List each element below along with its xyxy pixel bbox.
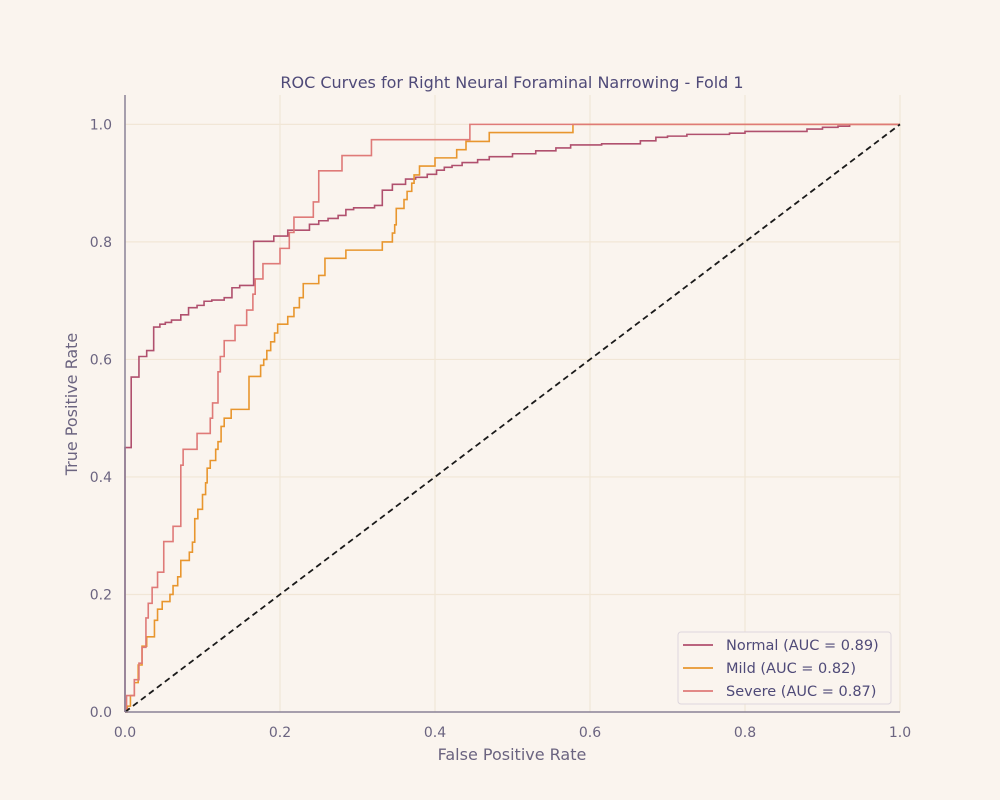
grid (124, 95, 901, 713)
ticks: 0.0 0.2 0.4 0.6 0.8 1.0 0.0 0.2 0.4 0.6 0.8 1.0 (90, 117, 911, 741)
roc-curve-0 (124, 123, 900, 712)
chance-diagonal-line (124, 123, 901, 713)
x-tick-label: 0.8 (734, 725, 756, 741)
y-tick-label: 0.2 (90, 587, 112, 603)
roc-curve-2 (125, 123, 900, 713)
axes (124, 95, 900, 713)
x-axis-title: False Positive Rate (438, 745, 587, 764)
legend-label: Severe (AUC = 0.87) (726, 684, 876, 700)
chart-title: ROC Curves for Right Neural Foraminal Na… (280, 73, 743, 92)
x-tick-label: 0.2 (269, 725, 291, 741)
legend-box (677, 631, 892, 705)
y-tick-label: 1.0 (90, 117, 112, 133)
legend-label: Mild (AUC = 0.82) (726, 661, 856, 677)
y-tick-label: 0.4 (90, 470, 112, 486)
x-tick-label: 0.6 (579, 725, 601, 741)
y-tick-label: 0.0 (90, 705, 112, 721)
y-tick-label: 0.6 (90, 352, 112, 368)
curves (124, 123, 901, 713)
roc-curve-1 (125, 123, 900, 713)
legend-label: Normal (AUC = 0.89) (726, 638, 879, 654)
x-tick-label: 0.4 (424, 725, 446, 741)
y-axis-title: True Positive Rate (62, 333, 81, 477)
y-tick-label: 0.8 (90, 235, 112, 251)
x-tick-label: 1.0 (889, 725, 911, 741)
x-tick-label: 0.0 (114, 725, 136, 741)
legend: Normal (AUC = 0.89) Mild (AUC = 0.82) Seve… (677, 631, 892, 705)
